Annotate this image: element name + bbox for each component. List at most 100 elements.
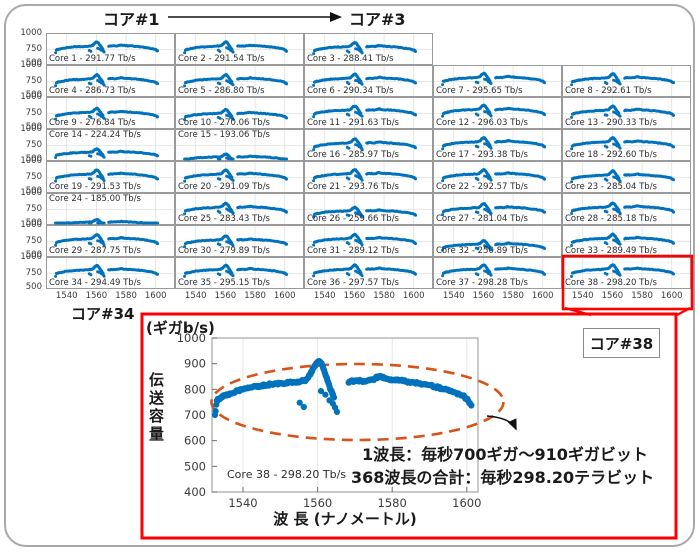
data-point [672,114,675,117]
subplot-xtick-label: 1540 [55,291,78,301]
subplot-ytick-label: 750 [25,204,42,214]
data-point [605,82,609,85]
data-point [218,82,222,86]
subplot-core-24: Core 24 - 185.00 Tb/s [46,193,175,225]
subplot-xtick-label: 1540 [313,291,336,301]
subplot-core-label: Core 6 - 290.34 Tb/s [307,86,394,96]
data-point [347,113,351,117]
data-point [231,211,235,215]
header-core3-label: コア#3 [349,10,406,29]
data-point [347,82,351,86]
subplot-ytick-label: 750 [25,108,42,118]
data-point [360,114,364,118]
data-point [570,180,574,184]
data-point [102,243,106,247]
subplot-core-label: Core 13 - 290.33 Tb/s [565,118,657,128]
data-point [312,215,316,219]
subplot-canvas [562,193,691,225]
data-point [605,145,609,149]
data-point [605,242,609,246]
subplot-canvas [304,65,433,97]
subplot-core-label: Core 18 - 292.60 Tb/s [565,150,657,160]
annotation-total-capacity: 368波長の合計：毎秒298.20テラビット [351,468,655,487]
corner-core34-label: コア#34 [71,305,135,323]
data-point [231,157,235,161]
subplot-core-14: Core 14 - 224.24 Tb/s [46,129,175,161]
data-point [605,272,609,276]
zoom-plot-unit-label: (ギガb/s) [146,319,215,337]
subplot-ytick-label: 500 [25,250,42,260]
data-point [618,114,622,118]
data-point [618,211,622,215]
data-point [285,157,288,161]
data-point [618,82,622,86]
data-point [312,274,316,278]
subplot-xtick-label: 1580 [244,291,266,301]
data-point [102,155,106,159]
annotation-per-wavelength: 1波長：毎秒700ギガ～910ギガビット [362,445,648,464]
data-point [441,147,445,151]
data-point [231,117,235,121]
subplot-canvas [562,65,691,97]
subplot-core-9: Core 9 - 276.84 Tb/s [46,97,175,129]
subplot-frame [175,193,304,225]
subplot-core-13: Core 13 - 290.33 Tb/s [562,97,691,129]
subplot-xtick-label: 1580 [115,291,137,301]
data-point [231,178,235,182]
data-point [441,83,445,87]
subplot-frame [433,193,562,225]
subplot-core-label: Core 35 - 295.15 Tb/s [178,278,270,288]
subplot-core-1: Core 1 - 291.77 Tb/s [46,33,175,65]
data-point [414,113,417,117]
subplot-core-36: Core 36 - 297.57 Tb/s [304,257,433,289]
subplot-core-label: Core 38 - 298.20 Tb/s [565,278,657,288]
data-point [102,274,106,278]
data-point [312,52,316,56]
data-point [183,84,187,88]
data-point [89,82,93,86]
data-point [218,177,222,181]
subplot-core-7: Core 7 - 295.65 Tb/s [433,65,562,97]
subplot-core-22: Core 22 - 292.57 Tb/s [433,161,562,193]
data-point [333,408,341,415]
data-point [156,177,159,181]
data-point [489,146,493,150]
data-point [312,115,316,119]
subplot-ytick-label: 500 [25,122,42,132]
subplot-frame [304,65,433,97]
data-point [212,408,219,415]
data-point [672,81,675,85]
data-point [360,214,364,218]
data-point [618,242,622,246]
subplot-ytick-label: 750 [25,268,42,278]
subplot-frame [46,225,175,257]
data-point [285,177,288,181]
subplot-core-label: Core 22 - 292.57 Tb/s [436,182,528,192]
data-point [414,81,417,85]
data-point [102,116,106,120]
subplot-ytick-label: 750 [25,44,42,54]
data-point [441,274,445,278]
subplot-core-32: Core 32 - 250.89 Tb/s [433,225,562,257]
subplot-ytick-label: 1000 [20,188,42,198]
data-point [89,49,93,53]
subplot-core-15: Core 15 - 193.06 Tb/s [175,129,304,161]
data-point [285,210,288,214]
data-point [156,272,159,276]
subplot-frame [304,225,433,257]
data-point [102,50,106,54]
data-point [476,145,480,149]
data-point [54,51,58,55]
data-point [543,210,546,214]
data-point [672,272,675,276]
subplot-core-label: Core 24 - 185.00 Tb/s [49,194,141,204]
subplot-core-20: Core 20 - 291.09 Tb/s [175,161,304,193]
data-point [441,248,445,252]
data-point [231,274,235,278]
subplot-core-33: Core 33 - 289.49 Tb/s [562,225,691,257]
figure-rounded-border [4,4,695,547]
subplot-canvas [304,257,433,289]
subplot-frame [433,65,562,97]
data-point [441,114,445,118]
subplot-canvas [46,193,175,225]
